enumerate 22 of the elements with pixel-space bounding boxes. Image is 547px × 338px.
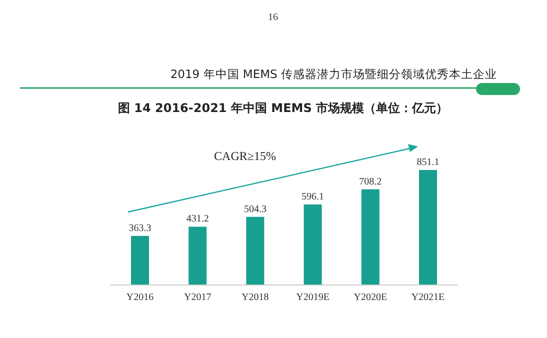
bar — [361, 189, 380, 285]
data-label: 708.2 — [359, 176, 382, 188]
x-tick-label: Y2019E — [296, 292, 330, 303]
text: 16 — [268, 12, 278, 23]
data-label: 596.1 — [302, 191, 324, 202]
bar — [131, 236, 149, 285]
bar — [246, 216, 264, 285]
x-tick-label: Y2016 — [126, 292, 154, 303]
data-label: 851.1 — [416, 157, 440, 168]
chart-subtitle: 2019 年中国 MEMS 传感器潜力市场暨细分领域优秀本土企业 — [170, 67, 497, 81]
data-label: 363.3 — [128, 222, 152, 234]
x-tick-label: Y2018 — [242, 292, 269, 303]
x-tick-label: Y2021E — [411, 292, 445, 303]
x-tick-label: Y2020E — [354, 292, 388, 303]
bar — [419, 170, 437, 285]
data-label: 431.2 — [186, 214, 209, 225]
chart-title: 图 14 2016-2021 年中国 MEMS 市场规模（单位：亿元） — [118, 101, 448, 115]
bar — [188, 226, 207, 285]
bar — [304, 204, 322, 285]
text: CAGR≥15% — [214, 149, 276, 163]
x-tick-label: Y2017 — [184, 292, 212, 303]
data-label: 504.3 — [244, 204, 266, 215]
